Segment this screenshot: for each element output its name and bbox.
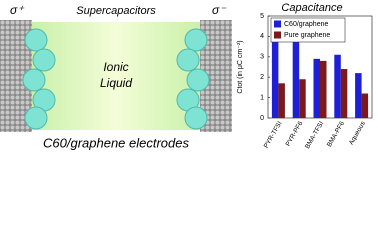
c60 <box>176 48 200 72</box>
chart-title: Capacitance <box>281 2 342 14</box>
legend-label: C60/graphene <box>284 21 328 28</box>
bar <box>334 54 341 118</box>
bar <box>313 58 320 118</box>
figure: σ⁺ Supercapacitors σ⁻ Ionic Liquid C60/g… <box>0 2 373 150</box>
electrolyte-label: Liquid <box>100 76 132 90</box>
bar <box>340 69 348 118</box>
legend-swatch <box>274 20 281 28</box>
y-tick-label: 3 <box>260 54 264 61</box>
c60 <box>22 68 46 92</box>
c60 <box>186 68 210 92</box>
bar <box>292 24 300 118</box>
legend-swatch <box>274 31 281 39</box>
x-tick-label: BMA-TFSI <box>304 120 325 150</box>
y-tick-label: 0 <box>260 115 264 122</box>
x-tick-label: PYR-PF6 <box>285 120 305 148</box>
x-tick-label: Aqueous <box>348 120 367 146</box>
y-tick-label: 1 <box>260 94 264 101</box>
x-tick-label: PYR-TFSI <box>263 120 284 149</box>
diagram: σ⁺ Supercapacitors σ⁻ Ionic Liquid C60/g… <box>0 3 232 150</box>
bar <box>320 60 327 118</box>
bar <box>271 36 279 118</box>
electrodes-label: C60/graphene electrodes <box>43 135 189 150</box>
bar <box>278 83 285 118</box>
y-axis-label: Ctot (in μC cm⁻²) <box>237 40 244 93</box>
chart: Capacitance Ctot (in μC cm⁻²) 0 1 2 3 4 5 PYR-… <box>237 2 373 150</box>
bar <box>355 73 362 118</box>
c60 <box>32 48 56 72</box>
c60 <box>184 106 208 130</box>
y-tick-label: 2 <box>260 74 264 81</box>
c60 <box>24 106 48 130</box>
y-tick-label: 5 <box>260 13 264 20</box>
left-charge: σ⁺ <box>10 3 25 17</box>
x-tick-label: BMA-PF6 <box>326 120 346 148</box>
c60 <box>184 28 208 52</box>
electrolyte-label: Ionic <box>103 60 128 74</box>
legend-label: Pure graphene <box>284 32 330 39</box>
ionic-liquid-region <box>30 22 202 130</box>
bar <box>299 79 306 118</box>
legend-box <box>270 17 346 43</box>
c60-molecules <box>22 28 210 130</box>
c60 <box>24 28 48 52</box>
y-tick-label: 4 <box>260 33 264 40</box>
right-charge: σ⁻ <box>212 3 227 17</box>
diagram-title: Supercapacitors <box>76 5 156 17</box>
bar <box>361 93 369 118</box>
